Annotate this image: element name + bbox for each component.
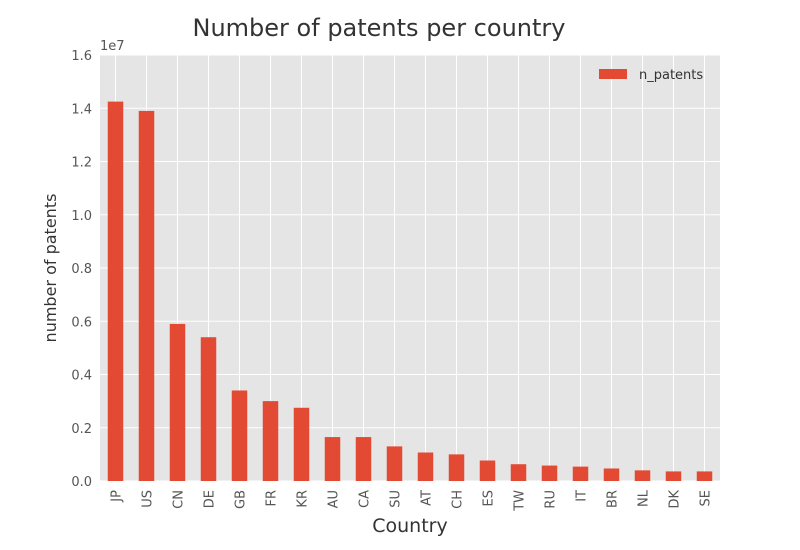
y-tick-label: 0.2 xyxy=(71,422,92,437)
x-tick-label-se: SE xyxy=(699,490,714,506)
bar-ca xyxy=(356,437,372,481)
x-tick-label-us: US xyxy=(141,490,156,508)
x-tick-label-jp: JP xyxy=(110,490,125,503)
bar-ch xyxy=(449,454,465,481)
x-tick-label-fr: FR xyxy=(265,490,280,507)
x-tick-label-dk: DK xyxy=(668,490,683,509)
x-tick-label-nl: NL xyxy=(637,489,652,507)
bar-br xyxy=(604,468,620,481)
x-tick-label-de: DE xyxy=(203,490,218,508)
x-tick-label-br: BR xyxy=(606,490,621,508)
y-tick-label: 0.8 xyxy=(71,262,92,277)
bar-it xyxy=(573,467,589,481)
y-tick-label: 0.6 xyxy=(71,315,92,330)
y-tick-label: 1.6 xyxy=(71,49,92,64)
bar-us xyxy=(139,111,155,481)
y-multiplier-label: 1e7 xyxy=(100,39,125,54)
bar-su xyxy=(387,446,403,481)
chart-title: Number of patents per country xyxy=(193,14,566,42)
bar-ru xyxy=(542,466,558,481)
bar-tw xyxy=(511,464,527,481)
x-tick-label-at: AT xyxy=(420,490,435,506)
bar-es xyxy=(480,460,496,481)
bar-de xyxy=(201,337,217,481)
bar-jp xyxy=(108,102,124,481)
legend-label-n-patents: n_patents xyxy=(639,68,703,83)
x-tick-label-su: SU xyxy=(389,490,404,508)
y-tick-label: 0.4 xyxy=(71,369,92,384)
bar-gb xyxy=(232,390,248,481)
bar-nl xyxy=(635,470,651,481)
legend-swatch-n-patents xyxy=(599,69,627,79)
bar-cn xyxy=(170,324,186,481)
x-tick-label-es: ES xyxy=(482,490,497,506)
x-tick-label-tw: TW xyxy=(513,490,528,512)
x-tick-label-gb: GB xyxy=(234,490,249,509)
x-tick-label-ch: CH xyxy=(451,490,466,509)
y-tick-labels: 0.0 0.2 0.4 0.6 0.8 1.0 1.2 1.4 1.6 xyxy=(71,49,92,490)
x-axis-label: Country xyxy=(372,515,447,537)
x-tick-label-au: AU xyxy=(327,490,342,508)
x-tick-labels: JP US CN DE GB FR KR AU CA SU AT CH ES TW RU IT BR NL DK SE xyxy=(110,489,714,512)
y-tick-label: 0.0 xyxy=(71,475,92,490)
y-tick-label: 1.2 xyxy=(71,156,92,171)
x-tick-label-ru: RU xyxy=(544,490,559,509)
x-tick-label-kr: KR xyxy=(296,490,311,508)
y-tick-label: 1.0 xyxy=(71,209,92,224)
bar-se xyxy=(697,471,713,481)
x-tick-label-it: IT xyxy=(575,490,590,502)
bar-dk xyxy=(666,471,682,481)
bar-kr xyxy=(294,408,310,481)
bar-au xyxy=(325,437,341,481)
y-tick-label: 1.4 xyxy=(71,102,92,117)
x-tick-label-cn: CN xyxy=(172,490,187,509)
y-axis-label: number of patents xyxy=(41,194,60,343)
x-tick-label-ca: CA xyxy=(358,490,373,508)
bar-at xyxy=(418,453,434,481)
bar-fr xyxy=(263,401,279,481)
